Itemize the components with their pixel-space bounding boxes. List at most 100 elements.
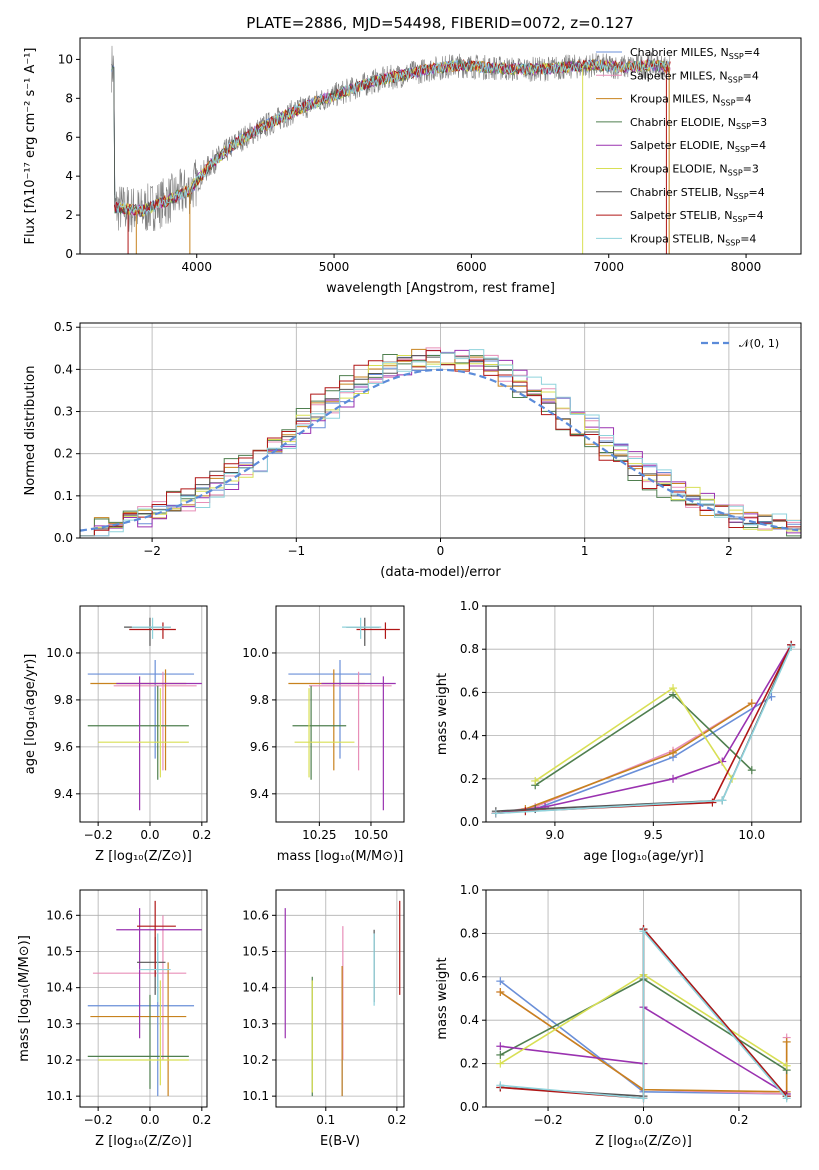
legend-entry: Salpeter MILES, NSSP=4 — [630, 69, 759, 84]
y-tick-label: 10.2 — [46, 1053, 73, 1067]
y-tick-label: 9.8 — [54, 693, 73, 707]
legend-label: Chabrier STELIB, N — [630, 186, 734, 199]
x-tick-label: 9.5 — [644, 828, 663, 842]
y-tick-label: 0.2 — [460, 772, 479, 786]
y-tick-label: 8 — [65, 91, 73, 105]
y-tick-label: 10.3 — [46, 1017, 73, 1031]
x-axis-label: age [log₁₀(age/yr)] — [583, 849, 704, 864]
legend-entry: Chabrier STELIB, NSSP=4 — [630, 186, 765, 201]
y-axis-label: age [log₁₀(age/yr)] — [23, 654, 38, 775]
legend-tail: =4 — [749, 186, 765, 199]
x-tick-label: 0.2 — [192, 828, 211, 842]
age_vs_Z-panel: −0.2 0.0 0.2 9.4 9.6 9.8 10.0 Z [log₁₀(Z/Z⊙)] ag… — [23, 605, 211, 864]
legend-sub: SSP — [734, 192, 749, 201]
mass_vs_ebv-panel: 0.1 0.2 10.1 10.2 10.3 10.4 10.5 10.6 E(B-V) — [242, 889, 406, 1149]
x-axis-label: Z [log₁₀(Z/Z⊙)] — [95, 849, 192, 864]
x-axis-label: E(B-V) — [320, 1134, 360, 1149]
gaussian-curve — [80, 368, 799, 532]
y-tick-label: 9.6 — [54, 740, 73, 754]
y-tick-label: 10 — [58, 52, 73, 66]
x-tick-label: 4000 — [181, 260, 212, 274]
legend-sub: SSP — [725, 238, 740, 247]
y-tick-label: 9.6 — [250, 740, 269, 754]
y-tick-label: 1.0 — [460, 599, 479, 613]
y-tick-label: 9.4 — [54, 787, 73, 801]
x-tick-label: 5000 — [319, 260, 350, 274]
figure-title: PLATE=2886, MJD=54498, FIBERID=0072, z=0… — [246, 14, 633, 32]
y-tick-label: 10.1 — [242, 1089, 269, 1103]
x-tick-label: 9.0 — [545, 828, 564, 842]
legend-entry: Salpeter ELODIE, NSSP=4 — [630, 139, 766, 154]
weight_vs_Z-panel: −0.2 0.0 0.2 0.0 0.2 0.4 0.6 0.8 1.0 Z [log₁₀(Z/Z… — [435, 883, 802, 1149]
y-tick-label: 10.1 — [46, 1089, 73, 1103]
x-tick-label: 7000 — [593, 260, 624, 274]
legend-label: Chabrier MILES, N — [630, 46, 729, 59]
weight_vs_age-plot-area — [491, 640, 796, 818]
x-tick-label: 0.2 — [729, 1113, 748, 1127]
y-tick-label: 0.2 — [54, 447, 73, 461]
mass_vs_Z-panel: −0.2 0.0 0.2 10.1 10.2 10.3 10.4 10.5 10.6 Z [log… — [17, 889, 211, 1149]
y-tick-label: 0.8 — [460, 926, 479, 940]
spectrum-model-line — [116, 58, 671, 216]
spectrum-model-line — [114, 59, 671, 218]
weight-series-line — [500, 929, 788, 1100]
legend-entry: Chabrier MILES, NSSP=4 — [630, 46, 760, 61]
y-tick-label: 1.0 — [460, 883, 479, 897]
x-tick-label: 0 — [437, 544, 445, 558]
y-tick-label: 0.8 — [460, 642, 479, 656]
y-tick-label: 9.4 — [250, 787, 269, 801]
y-tick-label: 0.4 — [460, 729, 479, 743]
y-tick-label: 0.5 — [54, 320, 73, 334]
legend-tail: =4 — [740, 232, 756, 245]
x-tick-label: 0.2 — [387, 1113, 406, 1127]
age_vs_mass-panel: 10.25 10.50 9.4 9.6 9.8 10.0 mass [log₁₀(M/M⊙)… — [242, 605, 405, 864]
legend-label: Kroupa ELODIE, N — [630, 163, 728, 176]
y-tick-label: 0 — [65, 247, 73, 261]
legend-label: Salpeter MILES, N — [630, 69, 728, 82]
x-tick-label: 1 — [581, 544, 589, 558]
legend-tail: =4 — [744, 46, 760, 59]
mass_vs_ebv-frame — [275, 889, 405, 1108]
spectrum-model-line — [111, 58, 670, 217]
x-axis-label: Z [log₁₀(Z/Z⊙)] — [95, 1134, 192, 1149]
y-tick-label: 2 — [65, 208, 73, 222]
legend-entry: 𝒩(0, 1) — [739, 337, 779, 350]
legend-sub: SSP — [732, 215, 747, 224]
x-tick-label: 0.1 — [316, 1113, 335, 1127]
x-tick-label: −0.2 — [533, 1113, 562, 1127]
legend-sub: SSP — [735, 145, 750, 154]
weight-series-line — [495, 646, 792, 815]
x-tick-label: 8000 — [731, 260, 762, 274]
x-tick-label: 2 — [725, 544, 733, 558]
x-tick-label: 0.0 — [634, 1113, 653, 1127]
y-tick-label: 10.0 — [46, 646, 73, 660]
y-tick-label: 0.0 — [54, 531, 73, 545]
y-tick-label: 10.2 — [242, 1053, 269, 1067]
legend-sub: SSP — [729, 52, 744, 61]
x-tick-label: −0.2 — [84, 828, 113, 842]
mass_vs_ebv-plot-area — [284, 900, 401, 1097]
y-tick-label: 0.3 — [54, 405, 73, 419]
y-tick-label: 10.4 — [242, 981, 269, 995]
histogram-panel: −2 −1 0 1 2 0.0 0.1 0.2 0.3 0.4 0.5 (data-model)/er… — [23, 320, 802, 580]
y-tick-label: 0.1 — [54, 489, 73, 503]
y-tick-label: 0.6 — [460, 970, 479, 984]
y-tick-label: 0.0 — [460, 1100, 479, 1114]
y-axis-label: Flux [fλ10⁻¹⁷ erg cm⁻² s⁻¹ A⁻¹] — [23, 48, 38, 245]
y-tick-label: 4 — [65, 169, 73, 183]
y-tick-label: 0.2 — [460, 1057, 479, 1071]
legend-sub: SSP — [728, 169, 743, 178]
legend-entry: Chabrier ELODIE, NSSP=3 — [630, 116, 767, 131]
x-tick-label: 10.25 — [302, 828, 336, 842]
y-tick-label: 0.6 — [460, 685, 479, 699]
age_vs_mass-plot-area — [288, 617, 400, 811]
legend-entry: Kroupa MILES, NSSP=4 — [630, 93, 752, 108]
legend-label: Chabrier ELODIE, N — [630, 116, 736, 129]
y-tick-label: 0.4 — [54, 362, 73, 376]
legend-sub: SSP — [728, 75, 743, 84]
histogram-step-line — [80, 349, 801, 538]
weight_vs_age-panel: 9.0 9.5 10.0 0.0 0.2 0.4 0.6 0.8 1.0 age [log₁₀(a… — [435, 599, 802, 864]
y-tick-label: 10.6 — [242, 908, 269, 922]
legend-label: Kroupa MILES, N — [630, 93, 720, 106]
